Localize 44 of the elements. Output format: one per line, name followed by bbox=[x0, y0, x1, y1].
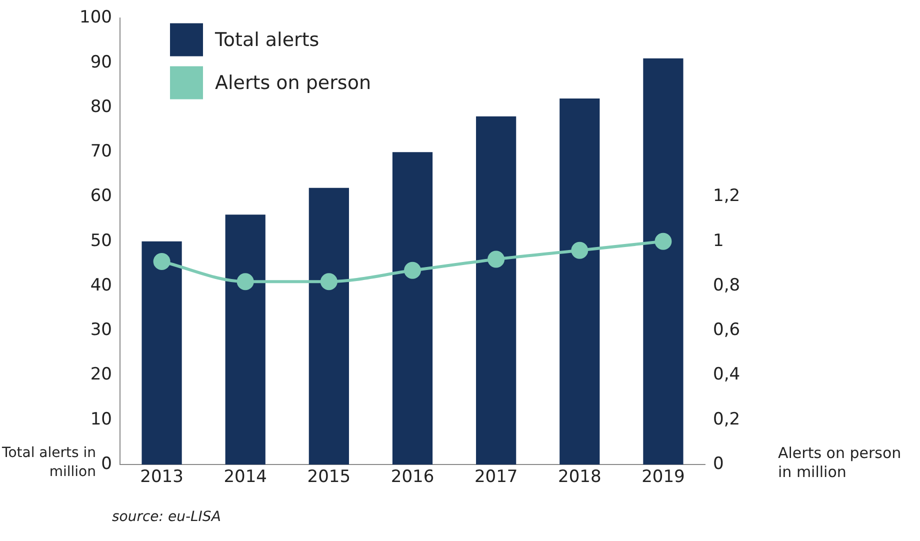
y-tick-label: 80 bbox=[90, 96, 112, 117]
y-tick-label: 0 bbox=[101, 454, 112, 474]
y-tick-label: 70 bbox=[90, 142, 112, 162]
y2-tick-label: 0,2 bbox=[713, 409, 740, 430]
y2-tick-label: 1 bbox=[713, 230, 724, 251]
bar bbox=[392, 152, 433, 465]
y-tick-label: 30 bbox=[90, 320, 112, 340]
bar bbox=[142, 241, 182, 465]
legend-label: Total alerts bbox=[214, 29, 320, 52]
point bbox=[404, 262, 421, 279]
y2-tick-label: 0 bbox=[713, 454, 724, 474]
y-tick-label: 60 bbox=[90, 186, 112, 206]
y2-tick-label: 1,2 bbox=[713, 186, 740, 206]
x-tick-label: 2018 bbox=[558, 467, 602, 488]
bar bbox=[643, 58, 684, 465]
legend-label: Alerts on person bbox=[215, 72, 371, 94]
bar bbox=[560, 98, 600, 465]
x-tick-label: 2017 bbox=[474, 467, 518, 488]
y-tick-label: 40 bbox=[90, 275, 112, 296]
y-tick-label: 50 bbox=[90, 230, 112, 251]
y2-tick-label: 0,6 bbox=[713, 320, 740, 340]
bar bbox=[308, 188, 349, 465]
y-tick-label: 10 bbox=[90, 409, 112, 430]
y-axis-title: Total alerts in million bbox=[1, 444, 96, 482]
y-tick-label: 90 bbox=[90, 52, 112, 72]
x-tick-label: 2016 bbox=[390, 467, 434, 488]
x-tick-label: 2015 bbox=[307, 467, 351, 488]
x-tick-label: 2013 bbox=[140, 467, 184, 488]
y2-axis-title: Alerts on person in million bbox=[778, 444, 902, 482]
y-tick-label: 100 bbox=[80, 8, 112, 28]
y2-tick-label: 0,4 bbox=[713, 364, 740, 385]
y-tick-label: 20 bbox=[90, 364, 112, 385]
bar bbox=[476, 116, 516, 465]
x-tick-label: 2014 bbox=[224, 467, 267, 488]
point bbox=[488, 250, 505, 268]
point bbox=[654, 232, 672, 250]
point bbox=[571, 242, 588, 259]
point bbox=[320, 273, 338, 290]
source-note: source: eu-LISA bbox=[112, 508, 221, 527]
x-tick-label: 2019 bbox=[642, 467, 685, 488]
point bbox=[236, 273, 254, 290]
point bbox=[153, 252, 170, 270]
y2-tick-label: 0,8 bbox=[713, 275, 740, 296]
bar bbox=[225, 214, 266, 465]
